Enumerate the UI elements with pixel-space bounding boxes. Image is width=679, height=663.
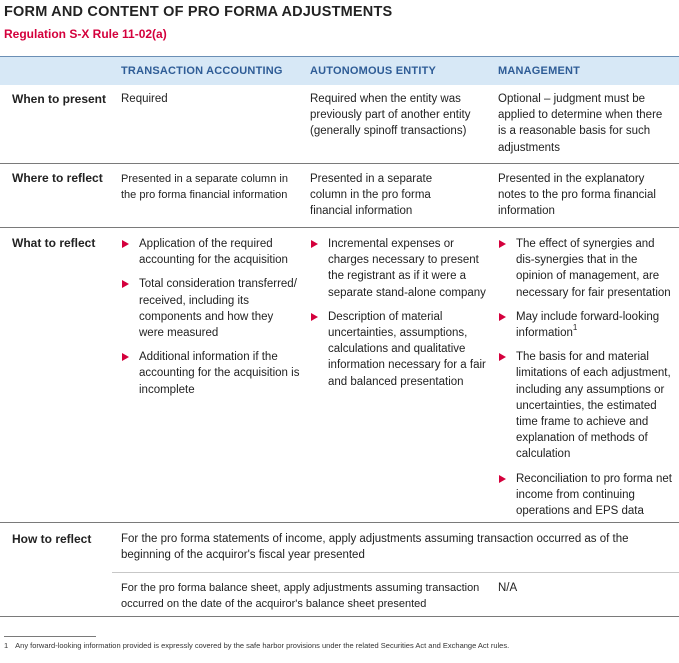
- list-item: Application of the required accounting f…: [121, 236, 301, 268]
- cell-when-transaction: Required: [121, 93, 168, 105]
- list-item: Total consideration transferred/ receive…: [121, 276, 301, 341]
- list-item: Reconciliation to pro forma net income f…: [498, 471, 676, 520]
- list-item: The basis for and material limitations o…: [498, 349, 676, 462]
- cell-where-management: Presented in the explanatory notes to th…: [498, 173, 656, 218]
- cell-how-income-statement: For the pro forma statements of income, …: [121, 533, 629, 562]
- bullet-arrow-icon: [311, 240, 318, 248]
- bullet-arrow-icon: [122, 240, 129, 248]
- column-header-management: MANAGEMENT: [498, 65, 581, 77]
- row-divider: [0, 163, 679, 164]
- list-what-transaction: Application of the required accounting f…: [121, 236, 301, 406]
- list-what-autonomous: Incremental expenses or charges necessar…: [310, 236, 488, 398]
- list-item: Additional information if the accounting…: [121, 349, 301, 398]
- footnote-text: Any forward-looking information provided…: [15, 641, 510, 650]
- list-item: The effect of synergies and dis-synergie…: [498, 236, 676, 301]
- bullet-arrow-icon: [499, 312, 506, 321]
- cell-how-balance-sheet: For the pro forma balance sheet, apply a…: [121, 582, 480, 611]
- row-label-where: Where to reflect: [12, 171, 103, 185]
- list-item: May include forward-looking information1: [498, 309, 676, 341]
- cell-when-management: Optional – judgment must be applied to d…: [498, 93, 663, 154]
- cell-where-autonomous: Presented in a separate column in the pr…: [310, 173, 433, 218]
- bullet-arrow-icon: [499, 474, 506, 483]
- page-title: FORM AND CONTENT OF PRO FORMA ADJUSTMENT…: [4, 4, 393, 20]
- bullet-arrow-icon: [311, 312, 318, 321]
- footnote-rule: [4, 636, 96, 637]
- page-subtitle: Regulation S-X Rule 11-02(a): [4, 27, 167, 41]
- footnote: 1 Any forward-looking information provide…: [4, 641, 509, 650]
- row-label-how: How to reflect: [12, 532, 92, 546]
- bullet-arrow-icon: [122, 280, 129, 289]
- bullet-arrow-icon: [499, 353, 506, 362]
- row-divider: [0, 522, 679, 523]
- table-bottom-rule: [0, 616, 679, 617]
- bullet-arrow-icon: [499, 240, 506, 248]
- cell-how-balance-sheet-management: N/A: [498, 582, 518, 594]
- cell-where-transaction: Presented in a separate column in the pr…: [121, 173, 288, 202]
- bullet-arrow-icon: [122, 353, 129, 362]
- row-label-what: What to reflect: [12, 236, 96, 250]
- row-divider: [0, 227, 679, 228]
- row-divider: [112, 572, 679, 573]
- list-item: Description of material uncertainties, a…: [310, 309, 488, 390]
- list-what-management: The effect of synergies and dis-synergie…: [498, 236, 676, 527]
- column-header-autonomous-entity: AUTONOMOUS ENTITY: [310, 65, 437, 77]
- column-header-transaction-accounting: TRANSACTION ACCOUNTING: [121, 65, 283, 77]
- footnote-number: 1: [4, 641, 9, 650]
- table-header: TRANSACTION ACCOUNTING AUTONOMOUS ENTITY…: [0, 56, 679, 85]
- footnote-ref: 1: [572, 323, 578, 333]
- list-item: Incremental expenses or charges necessar…: [310, 236, 488, 301]
- cell-when-autonomous: Required when the entity was previously …: [310, 93, 471, 138]
- row-label-when: When to present: [12, 92, 107, 106]
